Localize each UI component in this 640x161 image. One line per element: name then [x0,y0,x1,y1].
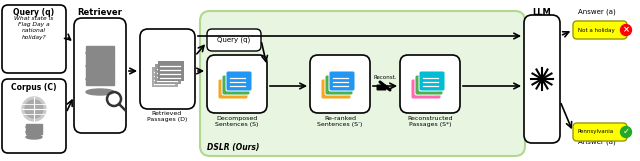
Ellipse shape [86,63,114,69]
FancyBboxPatch shape [329,71,355,91]
Text: Retrieved
Passages (D): Retrieved Passages (D) [147,111,187,122]
FancyBboxPatch shape [226,71,252,91]
Bar [86,59,114,72]
FancyBboxPatch shape [325,75,353,95]
Text: Decomposed
Sentences (S): Decomposed Sentences (S) [215,116,259,127]
Text: What state is
Flag Day a
national
holiday?: What state is Flag Day a national holida… [14,16,54,40]
Bar [155,64,181,84]
Bar [26,124,42,129]
FancyBboxPatch shape [74,18,126,133]
Text: Reconstructed
Passages (S*): Reconstructed Passages (S*) [407,116,452,127]
FancyBboxPatch shape [573,123,627,141]
FancyBboxPatch shape [207,29,261,51]
Circle shape [22,97,46,121]
Ellipse shape [26,130,42,134]
Ellipse shape [26,125,42,129]
FancyBboxPatch shape [573,21,627,39]
Ellipse shape [86,50,114,56]
Bar [152,67,178,87]
Text: Not a holiday: Not a holiday [578,28,614,33]
FancyBboxPatch shape [207,55,267,113]
Circle shape [621,24,632,35]
FancyBboxPatch shape [415,75,443,95]
FancyBboxPatch shape [2,5,66,73]
FancyBboxPatch shape [400,55,460,113]
Text: Pennsylvania: Pennsylvania [578,129,614,134]
Text: Answer (a): Answer (a) [578,8,616,14]
Text: Query (q): Query (q) [13,8,54,17]
FancyBboxPatch shape [2,79,66,153]
Bar [26,129,42,134]
Text: Reconst.: Reconst. [373,75,397,80]
Ellipse shape [26,135,42,139]
Circle shape [25,100,43,118]
Text: Query (q): Query (q) [218,37,251,43]
FancyBboxPatch shape [218,79,248,99]
Text: Corpus (C): Corpus (C) [12,83,57,92]
Text: ×: × [623,25,630,34]
Bar [86,46,114,59]
FancyBboxPatch shape [310,55,370,113]
FancyBboxPatch shape [376,85,387,90]
Circle shape [621,127,632,137]
Ellipse shape [86,76,114,82]
FancyBboxPatch shape [222,75,250,95]
Ellipse shape [86,89,114,95]
FancyBboxPatch shape [321,79,351,99]
Text: Re-ranked
Sentences (S’): Re-ranked Sentences (S’) [317,116,363,127]
FancyBboxPatch shape [140,29,195,109]
Bar [158,61,184,81]
Text: Answer (a): Answer (a) [578,138,616,145]
Text: ✓: ✓ [623,127,630,136]
FancyBboxPatch shape [419,71,445,91]
FancyBboxPatch shape [411,79,441,99]
FancyBboxPatch shape [524,15,560,143]
Bar [86,72,114,85]
Text: DSLR (Ours): DSLR (Ours) [207,143,259,152]
Text: LLM: LLM [532,8,552,17]
Text: Retriever: Retriever [77,8,122,17]
FancyBboxPatch shape [200,11,525,156]
